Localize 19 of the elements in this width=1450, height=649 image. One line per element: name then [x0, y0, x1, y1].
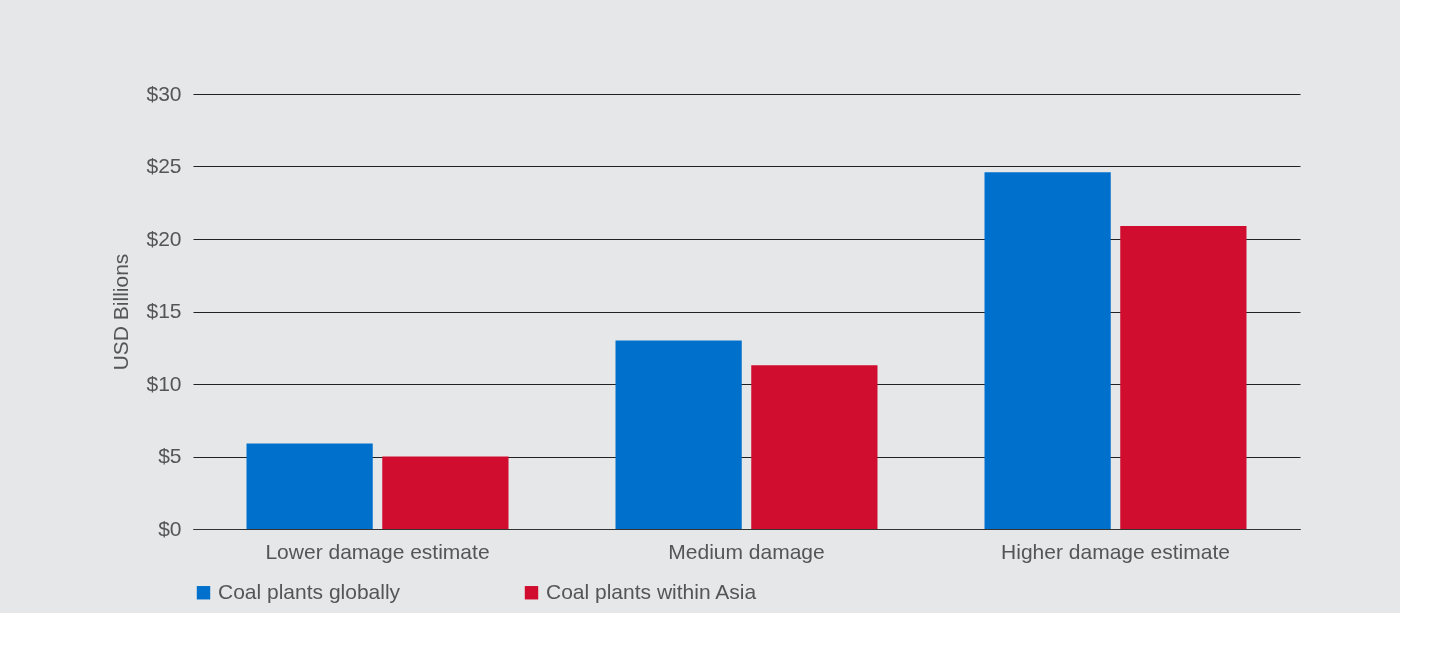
y-tick-label: $10 [146, 371, 182, 395]
bar [751, 365, 878, 529]
legend-label: Coal plants globally [218, 579, 401, 603]
x-tick-label: Higher damage estimate [1001, 539, 1230, 563]
bar [246, 443, 373, 529]
bar [1120, 225, 1247, 529]
bar [382, 456, 509, 529]
y-tick-label: $30 [146, 81, 182, 105]
x-tick-label: Medium damage [668, 539, 825, 563]
bar [615, 340, 742, 529]
y-tick-label: $15 [146, 299, 182, 322]
y-tick-label: $5 [158, 444, 182, 467]
x-tick-label: Lower damage estimate [265, 539, 490, 563]
bar [984, 172, 1111, 529]
y-tick-label: $0 [158, 516, 182, 540]
y-tick-label: $25 [146, 154, 182, 177]
legend-label: Coal plants within Asia [546, 579, 757, 603]
y-tick-label: $20 [146, 226, 182, 250]
y-axis-title: USD Billions [109, 253, 133, 371]
